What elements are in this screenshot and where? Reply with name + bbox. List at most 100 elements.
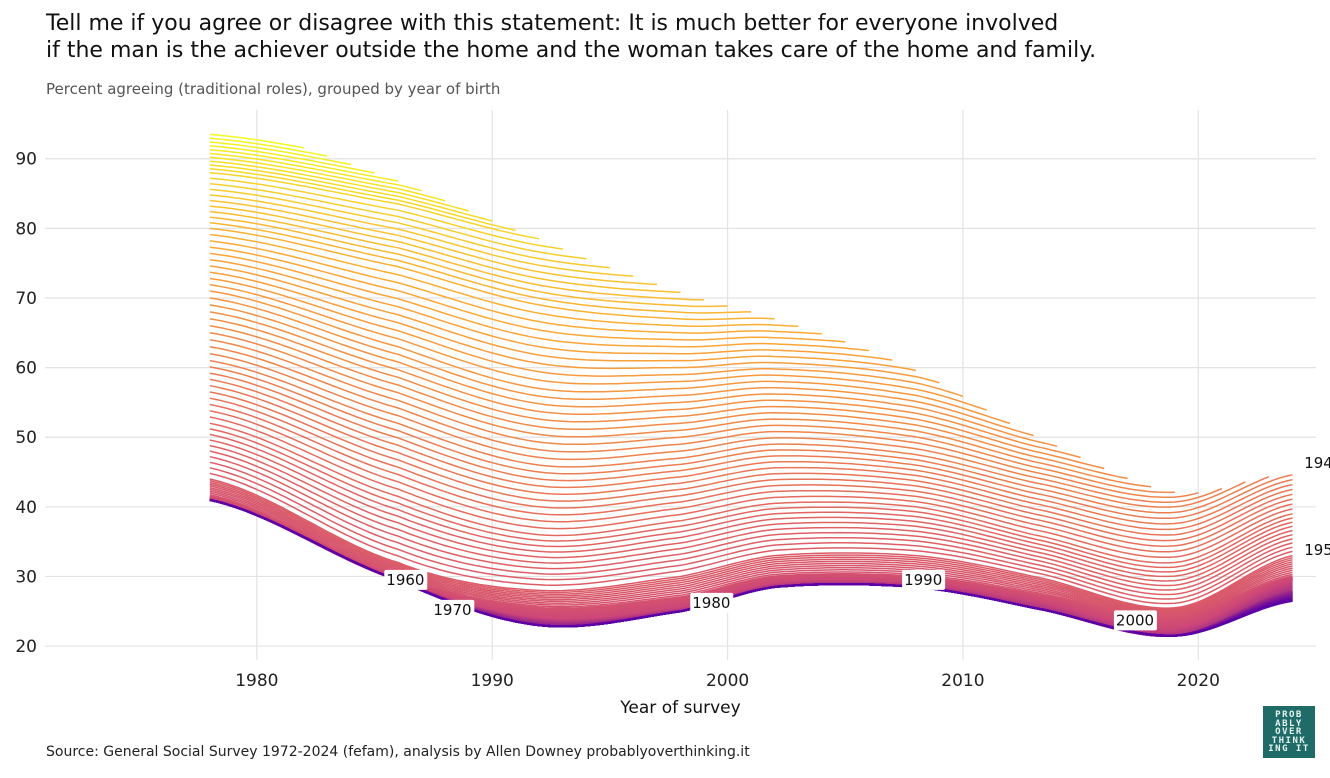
cohort-line-1903 [209, 188, 610, 269]
cohort-line-1918 [209, 277, 964, 398]
y-tick-label: 50 [15, 428, 37, 448]
cohort-label-background [431, 599, 475, 620]
cohort-line-1915 [209, 258, 893, 361]
cohort-line-1924 [209, 318, 1105, 470]
cohort-label-1980: 1980 [692, 594, 730, 612]
x-tick-label: 2020 [1177, 671, 1220, 691]
cohort-line-1899 [209, 168, 516, 232]
cohort-line-1892 [209, 141, 352, 166]
cohort-line-1913 [209, 246, 846, 343]
cohort-line-1934 [209, 384, 1293, 531]
x-tick-label: 2010 [941, 671, 984, 691]
y-tick-label: 70 [15, 289, 37, 309]
cohort-label-1950: 1950 [1304, 541, 1330, 559]
cohort-line-1907 [209, 210, 705, 301]
cohort-line-1946 [209, 455, 1293, 591]
cohort-line-1955 [209, 486, 1293, 615]
x-axis-label: Year of survey [619, 698, 740, 718]
cohort-line-1947 [209, 461, 1293, 596]
cohort-label-1990: 1990 [904, 571, 942, 589]
cohort-line-1890 [209, 133, 305, 149]
probably-overthinking-it-logo: PROB ABLY OVER THINK ING IT [1263, 706, 1315, 758]
cohort-line-1956 [209, 488, 1293, 616]
cohort-line-1948 [209, 467, 1293, 600]
cohort-line-1929 [209, 352, 1223, 503]
cohort-line-1923 [209, 311, 1081, 459]
cohort-line-1926 [209, 332, 1152, 488]
cohort-line-1895 [209, 152, 422, 192]
cohort-line-1909 [209, 222, 752, 314]
cohort-label-background [384, 569, 428, 590]
cohort-line-1897 [209, 160, 469, 212]
cohort-line-1928 [209, 345, 1199, 499]
cohort-line-1951 [209, 479, 1293, 610]
y-tick-label: 40 [15, 498, 37, 518]
cohort-line-1953 [209, 483, 1293, 612]
logo-line: OVER [1275, 727, 1303, 738]
cohort-line-1927 [209, 338, 1175, 494]
cohort-lines [209, 133, 1293, 637]
cohort-line-1901 [209, 177, 563, 250]
cohort-line-1957 [209, 490, 1293, 617]
cohort-line-1900 [209, 171, 540, 240]
y-tick-label: 60 [15, 359, 37, 379]
cohort-line-1920 [209, 290, 1011, 425]
cohort-line-1910 [209, 227, 775, 321]
cohort-line-1911 [209, 233, 799, 328]
cohort-line-1902 [209, 183, 587, 260]
chart-title-line-1: Tell me if you agree or disagree with th… [46, 11, 1059, 36]
cohort-line-1891 [209, 137, 328, 157]
cohort-line-1922 [209, 304, 1058, 448]
cohort-line-1932 [209, 372, 1293, 520]
cohort-line-1908 [209, 216, 728, 308]
cohort-line-1906 [209, 205, 681, 294]
cohort-line-1894 [209, 148, 399, 182]
cohort-line-1937 [209, 403, 1293, 547]
logo-line: PROB [1275, 710, 1303, 720]
x-tick-label: 2000 [706, 671, 749, 691]
cohort-line-1905 [209, 199, 658, 286]
cohort-line-1931 [209, 366, 1270, 514]
cohort-line-1945 [209, 450, 1293, 587]
cohort-label-background [1302, 540, 1330, 560]
x-tick-label: 1990 [471, 671, 514, 691]
cohort-line-1938 [209, 410, 1293, 553]
cohort-line-1952 [209, 481, 1293, 611]
cohort-line-1935 [209, 391, 1293, 536]
logo-line: ABLY [1275, 718, 1303, 729]
chart-title: Tell me if you agree or disagree with th… [46, 10, 1096, 64]
cohort-line-1954 [209, 485, 1293, 613]
cohort-label-1960: 1960 [386, 571, 424, 589]
cohort-line-1941 [209, 428, 1293, 569]
cohort-label-background [690, 592, 734, 613]
cohort-label-background [1113, 610, 1157, 631]
logo-line: THINK [1271, 735, 1307, 746]
cohort-labels: 1900191019201930194019501960197019801990… [384, 452, 1330, 631]
axis-ticks: 20 30 40 50 60 70 80 90 1980 1990 2000 2010 2020 [15, 150, 1220, 691]
cohort-line-1936 [209, 397, 1293, 542]
cohort-line-1917 [209, 271, 940, 384]
cohort-line-1898 [209, 164, 493, 222]
cohort-label-background [1302, 452, 1330, 473]
cohort-line-1944 [209, 444, 1293, 582]
y-tick-label: 30 [15, 567, 37, 587]
cohort-line-1940 [209, 422, 1293, 564]
cohort-label-2000: 2000 [1116, 611, 1154, 629]
y-tick-label: 80 [15, 219, 37, 239]
chart-title-line-2: if the man is the achiever outside the h… [46, 38, 1097, 63]
cohort-label-1970: 1970 [433, 601, 471, 619]
cohort-line-1930 [209, 359, 1246, 508]
cohort-line-1939 [209, 416, 1293, 559]
cohort-line-1949 [209, 472, 1293, 605]
cohort-line-1914 [209, 252, 869, 352]
cohort-line-1916 [209, 265, 917, 372]
cohort-line-1925 [209, 325, 1128, 480]
cohort-line-1921 [209, 297, 1034, 437]
cohort-line-1919 [209, 283, 987, 411]
cohort-line-1893 [209, 145, 375, 174]
x-tick-label: 1980 [235, 671, 278, 691]
cohort-label-1940: 1940 [1304, 454, 1330, 472]
chart-subtitle: Percent agreeing (traditional roles), gr… [46, 80, 501, 98]
source-note: Source: General Social Survey 1972-2024 … [46, 744, 750, 760]
